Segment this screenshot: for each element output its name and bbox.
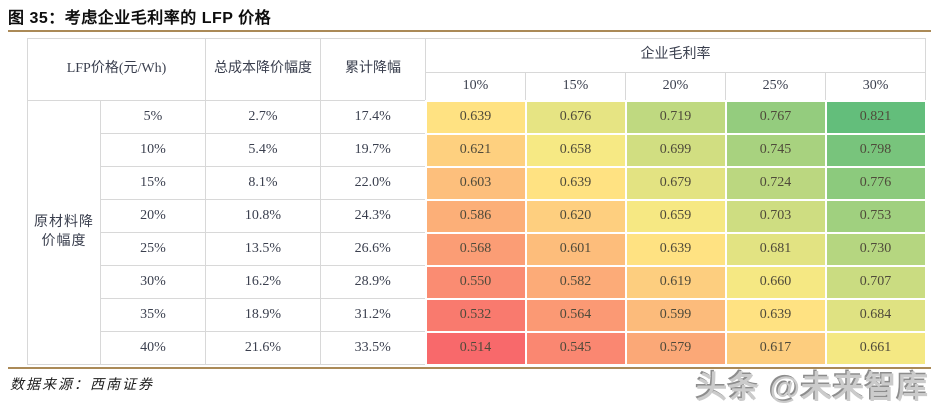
table-row: 30% 16.2% 28.9% 0.550 0.582 0.619 0.660 0.707 [28,264,927,300]
lfp-price-cell: 0.719 [624,99,727,135]
lfp-price-cell: 0.707 [824,264,927,300]
total-cost-cut-cell: 18.9% [205,298,321,332]
lfp-price-cell: 0.514 [424,330,527,366]
figure-title: 图 35：考虑企业毛利率的 LFP 价格 [8,10,272,27]
total-cost-cut-cell: 5.4% [205,133,321,167]
table-row: 40% 21.6% 33.5% 0.514 0.545 0.579 0.617 0.661 [28,330,927,366]
cumulative-cut-cell: 26.6% [320,232,426,266]
margin-col-header-15: 15% [525,72,626,101]
lfp-price-cell: 0.532 [424,297,527,333]
lfp-price-cell: 0.745 [724,132,827,168]
lfp-price-cell: 0.767 [724,99,827,135]
cumulative-cut-cell: 33.5% [320,331,426,365]
raw-material-cut-cell: 25% [100,232,206,266]
total-cost-cut-cell: 21.6% [205,331,321,365]
total-cost-cut-cell: 13.5% [205,232,321,266]
lfp-price-cell: 0.676 [524,99,627,135]
raw-material-cut-cell: 30% [100,265,206,299]
raw-material-cut-cell: 15% [100,166,206,200]
lfp-price-cell: 0.798 [824,132,927,168]
table-row: 25% 13.5% 26.6% 0.568 0.601 0.639 0.681 0.730 [28,231,927,267]
raw-material-cut-cell: 40% [100,331,206,365]
header-row-2: 10% 15% 20% 25% 30% [28,72,927,101]
lfp-price-cell: 0.658 [524,132,627,168]
table-row: 15% 8.1% 22.0% 0.603 0.639 0.679 0.724 0.776 [28,165,927,201]
lfp-price-cell: 0.621 [424,132,527,168]
header-row-1: LFP价格(元/Wh) 总成本降价幅度 累计降幅 企业毛利率 [27,38,927,101]
lfp-price-cell: 0.579 [624,330,727,366]
lfp-price-cell: 0.582 [524,264,627,300]
lfp-price-cell: 0.639 [524,165,627,201]
lfp-price-cell: 0.730 [824,231,927,267]
cumulative-cut-cell: 31.2% [320,298,426,332]
lfp-price-cell: 0.601 [524,231,627,267]
raw-material-cut-cell: 35% [100,298,206,332]
lfp-price-cell: 0.620 [524,198,627,234]
cumulative-cut-cell: 22.0% [320,166,426,200]
lfp-price-cell: 0.661 [824,330,927,366]
margin-col-header-10: 10% [425,72,526,101]
bottom-divider-rule [8,367,931,369]
lfp-price-cell: 0.681 [724,231,827,267]
raw-material-cut-cell: 5% [100,100,206,134]
table-row: 10% 5.4% 19.7% 0.621 0.658 0.699 0.745 0.798 [28,132,927,168]
lfp-price-cell: 0.703 [724,198,827,234]
total-cost-cut-cell: 2.7% [205,100,321,134]
lfp-price-cell: 0.586 [424,198,527,234]
lfp-price-cell: 0.724 [724,165,827,201]
lfp-price-cell: 0.550 [424,264,527,300]
cumulative-cut-cell: 17.4% [320,100,426,134]
margin-col-header-25: 25% [725,72,826,101]
lfp-price-cell: 0.568 [424,231,527,267]
total-cost-cut-cell: 10.8% [205,199,321,233]
table-body: 原材料降价幅度 5% 2.7% 17.4% 0.639 0.676 0.719 0.767 0.… [27,99,927,366]
lfp-price-cell: 0.684 [824,297,927,333]
cumulative-cut-cell: 28.9% [320,265,426,299]
row-group-header-raw-material-cut: 原材料降价幅度 [27,100,101,365]
total-cost-cut-header: 总成本降价幅度 [205,38,321,101]
cumulative-cut-cell: 19.7% [320,133,426,167]
lfp-price-cell: 0.679 [624,165,727,201]
cumulative-cut-header: 累计降幅 [320,38,426,101]
lfp-price-cell: 0.617 [724,330,827,366]
raw-material-cut-cell: 10% [100,133,206,167]
lfp-price-cell: 0.564 [524,297,627,333]
lfp-price-cell: 0.660 [724,264,827,300]
lfp-price-cell: 0.639 [624,231,727,267]
lfp-price-cell: 0.639 [724,297,827,333]
table-row: 35% 18.9% 31.2% 0.532 0.564 0.599 0.639 0.684 [28,297,927,333]
lfp-price-cell: 0.603 [424,165,527,201]
data-source-note: 数据来源：西南证券 [10,378,154,393]
lfp-price-cell: 0.699 [624,132,727,168]
lfp-price-cell: 0.776 [824,165,927,201]
raw-material-cut-cell: 20% [100,199,206,233]
lfp-price-heatmap-table: LFP价格(元/Wh) 总成本降价幅度 累计降幅 企业毛利率 10% 15% 2… [27,38,927,366]
total-cost-cut-cell: 8.1% [205,166,321,200]
table-row: 20% 10.8% 24.3% 0.586 0.620 0.659 0.703 0.753 [28,198,927,234]
lfp-price-cell: 0.599 [624,297,727,333]
table-row: 原材料降价幅度 5% 2.7% 17.4% 0.639 0.676 0.719 0.767 0.… [27,99,927,365]
watermark-toutiao: 头条 @未来智库 [696,370,929,405]
top-divider-rule [8,30,931,32]
margin-col-header-20: 20% [625,72,726,101]
lfp-price-cell: 0.639 [424,99,527,135]
lfp-price-cell: 0.753 [824,198,927,234]
cumulative-cut-cell: 24.3% [320,199,426,233]
corner-header-lfp-price: LFP价格(元/Wh) [27,38,206,101]
lfp-price-cell: 0.545 [524,330,627,366]
gross-margin-group-header: 企业毛利率 [424,38,927,73]
total-cost-cut-cell: 16.2% [205,265,321,299]
lfp-price-cell: 0.619 [624,264,727,300]
lfp-price-cell: 0.821 [824,99,927,135]
margin-col-header-30: 30% [824,72,927,101]
lfp-price-cell: 0.659 [624,198,727,234]
